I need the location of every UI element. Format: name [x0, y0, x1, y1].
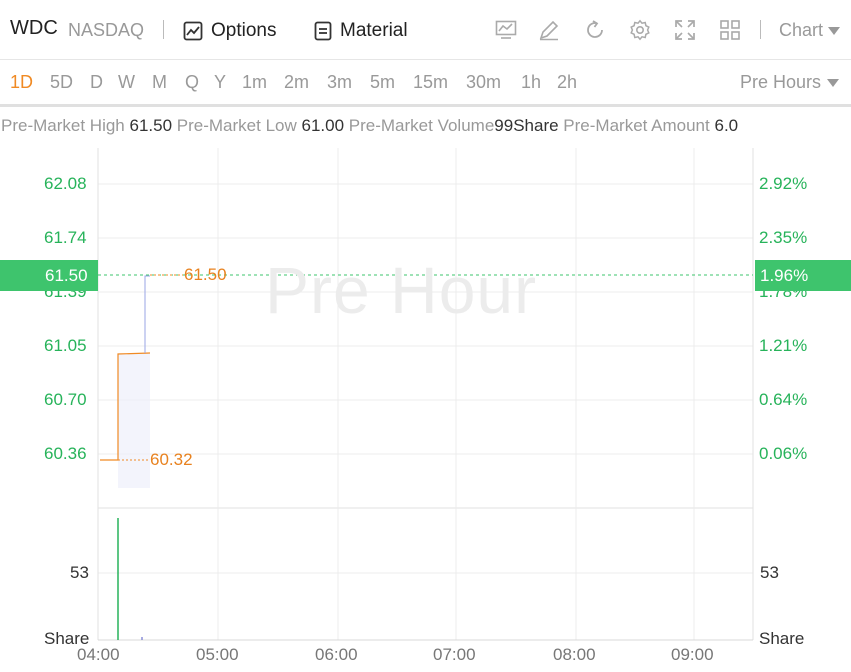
toolbar-divider: [163, 20, 164, 39]
high-annotation: 61.50: [184, 265, 227, 284]
period-bar: 1D 5D D W M Q Y 1m 2m 3m 5m 15m 30m 1h 2…: [0, 60, 851, 107]
chart-type-select[interactable]: Chart: [779, 20, 841, 41]
fullscreen-button[interactable]: [672, 17, 698, 43]
session-watermark: Pre Hour: [265, 253, 538, 327]
period-15m[interactable]: 15m: [413, 72, 449, 92]
volume-unit-left: Share: [44, 629, 90, 648]
period-w[interactable]: W: [118, 72, 135, 92]
options-chart-icon: [183, 21, 203, 41]
material-label: Material: [340, 20, 408, 41]
grid-layout-icon: [720, 20, 740, 40]
time-tick: 04:00: [77, 645, 120, 664]
fullscreen-icon: [675, 20, 695, 40]
pencil-icon: [539, 20, 559, 41]
document-icon: [314, 21, 332, 41]
time-tick: 05:00: [196, 645, 239, 664]
current-price-badge: 61.50: [0, 260, 98, 291]
volume-label: Pre-Market Volume: [348, 116, 495, 135]
volume-tick-right: 53: [760, 563, 779, 582]
high-value: 61.50: [129, 116, 173, 135]
indicator-button[interactable]: [493, 17, 519, 43]
period-1d[interactable]: 1D: [10, 72, 34, 92]
period-5d[interactable]: 5D: [50, 72, 74, 92]
price-tick: 61.74: [44, 228, 87, 247]
price-tick: 60.36: [44, 444, 87, 463]
chart-canvas: [97, 148, 754, 641]
pct-tick: 0.64%: [759, 390, 808, 409]
draw-button[interactable]: [536, 17, 562, 43]
ticker-symbol: WDC: [10, 17, 58, 39]
pct-tick: 0.06%: [759, 444, 808, 463]
chevron-down-icon: [828, 26, 841, 35]
options-label: Options: [211, 20, 277, 41]
volume-value: 99Share: [494, 116, 559, 135]
price-tick: 62.08: [44, 174, 87, 193]
period-3m[interactable]: 3m: [327, 72, 353, 92]
price-area-fill: [118, 276, 150, 488]
exchange-name: NASDAQ: [68, 20, 145, 40]
period-y[interactable]: Y: [214, 72, 227, 92]
chevron-down-icon: [827, 78, 840, 87]
options-button[interactable]: Options: [183, 18, 276, 44]
period-d[interactable]: D: [90, 72, 103, 92]
material-button[interactable]: Material: [314, 18, 408, 44]
refresh-icon: [587, 20, 603, 38]
price-chart[interactable]: Pre Hour 62.08 61.74 61.39 61.05 60.70 6…: [0, 148, 851, 672]
period-1m[interactable]: 1m: [242, 72, 268, 92]
period-1h[interactable]: 1h: [521, 72, 542, 92]
volume-unit-right: Share: [759, 629, 805, 648]
time-tick: 06:00: [315, 645, 358, 664]
top-toolbar: WDC NASDAQ Options Material: [0, 0, 851, 60]
refresh-button[interactable]: [582, 17, 608, 43]
time-tick: 08:00: [553, 645, 596, 664]
period-2m[interactable]: 2m: [284, 72, 310, 92]
pct-tick: 2.35%: [759, 228, 808, 247]
high-label: Pre-Market High: [1, 116, 125, 135]
price-line: [100, 352, 151, 461]
price-tick: 60.70: [44, 390, 87, 409]
low-annotation: 60.32: [150, 450, 193, 469]
time-tick: 09:00: [671, 645, 714, 664]
price-tick: 61.05: [44, 336, 87, 355]
amount-value: 6.0: [714, 116, 739, 135]
layout-button[interactable]: [717, 17, 743, 43]
low-value: 61.00: [301, 116, 345, 135]
indicator-icon: [495, 20, 517, 39]
chart-type-label: Chart: [779, 20, 824, 40]
settings-button[interactable]: [627, 17, 653, 43]
grid-lines: [97, 148, 754, 641]
gear-icon: [630, 19, 650, 41]
premarket-stats: Pre-Market High 61.50 Pre-Market Low 61.…: [1, 116, 738, 136]
session-select[interactable]: Pre Hours: [740, 72, 840, 93]
period-5m[interactable]: 5m: [370, 72, 396, 92]
low-label: Pre-Market Low: [176, 116, 297, 135]
toolbar-divider: [760, 20, 761, 39]
period-30m[interactable]: 30m: [466, 72, 502, 92]
pct-tick: 2.92%: [759, 174, 808, 193]
time-tick: 07:00: [433, 645, 476, 664]
volume-tick-left: 53: [70, 563, 89, 582]
current-pct-badge: 1.96%: [755, 260, 851, 291]
period-q[interactable]: Q: [185, 72, 200, 92]
pct-tick: 1.21%: [759, 336, 808, 355]
price-line-segment: [144, 275, 150, 353]
period-m[interactable]: M: [152, 72, 167, 92]
amount-label: Pre-Market Amount: [563, 116, 710, 135]
period-2h[interactable]: 2h: [557, 72, 578, 92]
session-label: Pre Hours: [740, 72, 822, 92]
